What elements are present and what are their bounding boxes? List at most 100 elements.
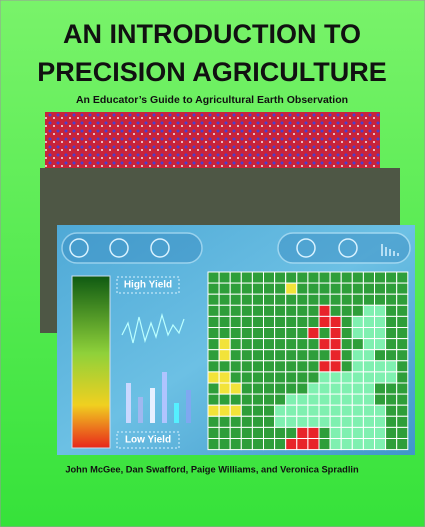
grid-cell: [318, 382, 331, 395]
grid-cell: [385, 304, 398, 317]
grid-cell: [274, 382, 287, 395]
grid-cell: [396, 382, 409, 395]
grid-cell: [240, 438, 253, 451]
grid-cell: [207, 304, 220, 317]
grid-cell: [229, 293, 242, 306]
grid-cell: [318, 415, 331, 428]
grid-cell: [318, 338, 331, 351]
grid-cell: [396, 415, 409, 428]
grid-cell: [218, 338, 231, 351]
grid-cell: [218, 327, 231, 340]
grid-cell: [285, 415, 298, 428]
grid-cell: [351, 404, 364, 417]
grid-cell: [296, 393, 309, 406]
grid-cell: [396, 282, 409, 295]
title-line: PRECISION AGRICULTURE: [37, 57, 387, 87]
grid-cell: [385, 371, 398, 384]
grid-cell: [240, 315, 253, 328]
grid-cell: [207, 371, 220, 384]
grid-cell: [240, 382, 253, 395]
grid-cell: [274, 426, 287, 439]
grid-cell: [296, 327, 309, 340]
grid-cell: [385, 426, 398, 439]
grid-cell: [307, 304, 320, 317]
grid-cell: [396, 371, 409, 384]
grid-cell: [285, 438, 298, 451]
grid-cell: [229, 315, 242, 328]
grid-cell: [307, 404, 320, 417]
grid-cell: [362, 293, 375, 306]
grid-cell: [340, 271, 353, 284]
grid-cell: [218, 393, 231, 406]
grid-cell: [274, 360, 287, 373]
grid-cell: [285, 338, 298, 351]
grid-cell: [263, 271, 276, 284]
grid-cell: [340, 293, 353, 306]
grid-cell: [351, 338, 364, 351]
grid-cell: [240, 282, 253, 295]
grid-cell: [251, 271, 264, 284]
grid-cell: [351, 393, 364, 406]
grid-cell: [229, 438, 242, 451]
grid-cell: [207, 438, 220, 451]
grid-cell: [385, 393, 398, 406]
deco-bar: [138, 397, 143, 423]
grid-cell: [229, 360, 242, 373]
grid-cell: [329, 293, 342, 306]
grid-cell: [285, 293, 298, 306]
grid-cell: [240, 327, 253, 340]
grid-cell: [296, 382, 309, 395]
grid-cell: [396, 360, 409, 373]
grid-cell: [229, 382, 242, 395]
grid-cell: [396, 315, 409, 328]
toolbar-left: [61, 232, 203, 264]
label-box: [116, 276, 180, 294]
grid-cell: [374, 338, 387, 351]
grid-cell: [229, 426, 242, 439]
grid-cell: [251, 327, 264, 340]
grid-cell: [218, 315, 231, 328]
grid-cell: [318, 304, 331, 317]
grid-cell: [218, 293, 231, 306]
icon: [338, 238, 358, 258]
grid-cell: [329, 438, 342, 451]
grid-cell: [296, 315, 309, 328]
grid-cell: [307, 371, 320, 384]
grid-cell: [362, 382, 375, 395]
grid-cell: [251, 404, 264, 417]
grid-cell: [307, 349, 320, 362]
grid-cell: [329, 315, 342, 328]
grid-cell: [396, 293, 409, 306]
grid-cell: [229, 393, 242, 406]
grid-cell: [307, 415, 320, 428]
grid-cell: [340, 304, 353, 317]
grid-cell: [229, 404, 242, 417]
grid-cell: [374, 371, 387, 384]
grid-cell: [351, 304, 364, 317]
grid-cell: [285, 315, 298, 328]
grid-cell: [207, 327, 220, 340]
grid-cell: [207, 415, 220, 428]
grid-cell: [362, 415, 375, 428]
grid-cell: [263, 360, 276, 373]
grid-cell: [351, 382, 364, 395]
grid-cell: [240, 404, 253, 417]
grid-cell: [329, 282, 342, 295]
grid-cell: [396, 404, 409, 417]
grid-cell: [362, 349, 375, 362]
grid-cell: [385, 327, 398, 340]
grid-cell: [351, 426, 364, 439]
grid-cell: [340, 415, 353, 428]
grid-cell: [296, 415, 309, 428]
grid-cell: [329, 304, 342, 317]
grid-cell: [374, 426, 387, 439]
grid-cell: [240, 338, 253, 351]
grid-cell: [218, 304, 231, 317]
grid-cell: [385, 360, 398, 373]
grid-cell: [263, 293, 276, 306]
grid-cell: [329, 327, 342, 340]
grid-cell: [385, 338, 398, 351]
grid-cell: [340, 315, 353, 328]
grid-cell: [296, 282, 309, 295]
grid-cell: [251, 293, 264, 306]
